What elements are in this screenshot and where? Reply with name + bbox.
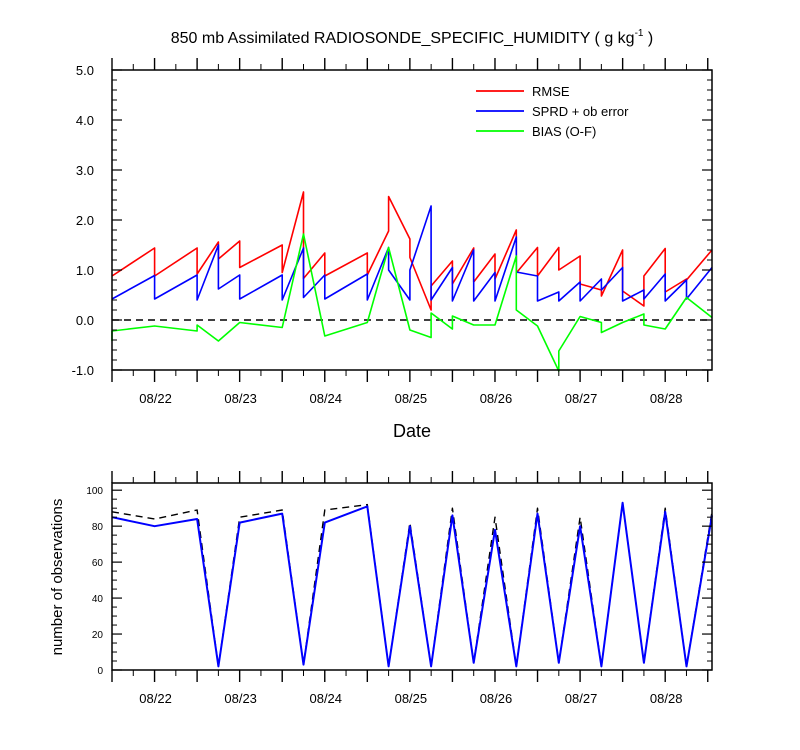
series-line-possible-observations (111, 502, 713, 668)
bottom-axis-ticks (111, 471, 712, 682)
x-tick-label: 08/25 (395, 391, 428, 406)
bottom-plot-frame (111, 482, 713, 671)
humidity-stats-panel: -1.00.01.02.03.04.05.0 08/22 08/23 08/24 08… (72, 58, 713, 441)
y-tick-label: 0 (97, 666, 103, 677)
top-axis-ticks (111, 58, 712, 382)
y-tick-label: 3.0 (76, 163, 94, 178)
y-tick-label: 1.0 (76, 263, 94, 278)
y-tick-label: 80 (92, 522, 104, 533)
x-tick-label: 08/26 (480, 391, 513, 406)
x-tick-label: 08/28 (650, 691, 683, 706)
x-tick-label: 08/24 (309, 691, 342, 706)
x-tick-label: 08/25 (395, 691, 428, 706)
x-tick-label: 08/24 (309, 391, 342, 406)
legend-label: BIAS (O-F) (532, 124, 596, 139)
legend-label: RMSE (532, 84, 570, 99)
x-tick-label: 08/23 (224, 391, 257, 406)
bottom-y-tick-labels: 0 20 40 60 80 100 (86, 486, 103, 677)
chart-title: 850 mb Assimilated RADIOSONDE_SPECIFIC_H… (171, 28, 654, 47)
chart-title-suffix: ) (643, 30, 653, 47)
x-tick-label: 08/27 (565, 391, 598, 406)
observation-series-group (111, 501, 713, 668)
chart-title-main: 850 mb Assimilated RADIOSONDE_SPECIFIC_H… (171, 30, 635, 47)
y-tick-label: -1.0 (72, 363, 94, 378)
humidity-series-group (111, 191, 713, 372)
x-tick-label: 08/26 (480, 691, 513, 706)
y-tick-label: 60 (92, 558, 104, 569)
y-tick-label: 20 (92, 630, 104, 641)
x-tick-label: 08/22 (139, 691, 172, 706)
x-tick-label: 08/23 (224, 691, 257, 706)
y-tick-label: 2.0 (76, 213, 94, 228)
series-line-bias-o-f (111, 233, 713, 372)
top-y-tick-labels: -1.0 0.0 1.0 2.0 3.0 4.0 5.0 (72, 63, 94, 378)
y-tick-label: 4.0 (76, 113, 94, 128)
x-tick-label: 08/28 (650, 391, 683, 406)
y-tick-label: 100 (86, 486, 103, 497)
top-x-tick-labels: 08/22 08/23 08/24 08/25 08/26 08/27 08/28 (139, 391, 682, 406)
x-tick-label: 08/22 (139, 391, 172, 406)
y-tick-label: 5.0 (76, 63, 94, 78)
series-line-assimilated-observations (111, 501, 713, 668)
legend-label: SPRD + ob error (532, 104, 629, 119)
bottom-x-tick-labels: 08/22 08/23 08/24 08/25 08/26 08/27 08/28 (139, 691, 682, 706)
chart-title-superscript: -1 (635, 28, 644, 39)
x-axis-label: Date (393, 421, 431, 441)
x-tick-label: 08/27 (565, 691, 598, 706)
y-tick-label: 0.0 (76, 313, 94, 328)
y-tick-label: 40 (92, 594, 104, 605)
series-line-sprd-ob-error (111, 205, 713, 302)
legend: RMSE SPRD + ob error BIAS (O-F) (476, 84, 629, 139)
y-axis-label-observations: number of observations (49, 499, 66, 656)
